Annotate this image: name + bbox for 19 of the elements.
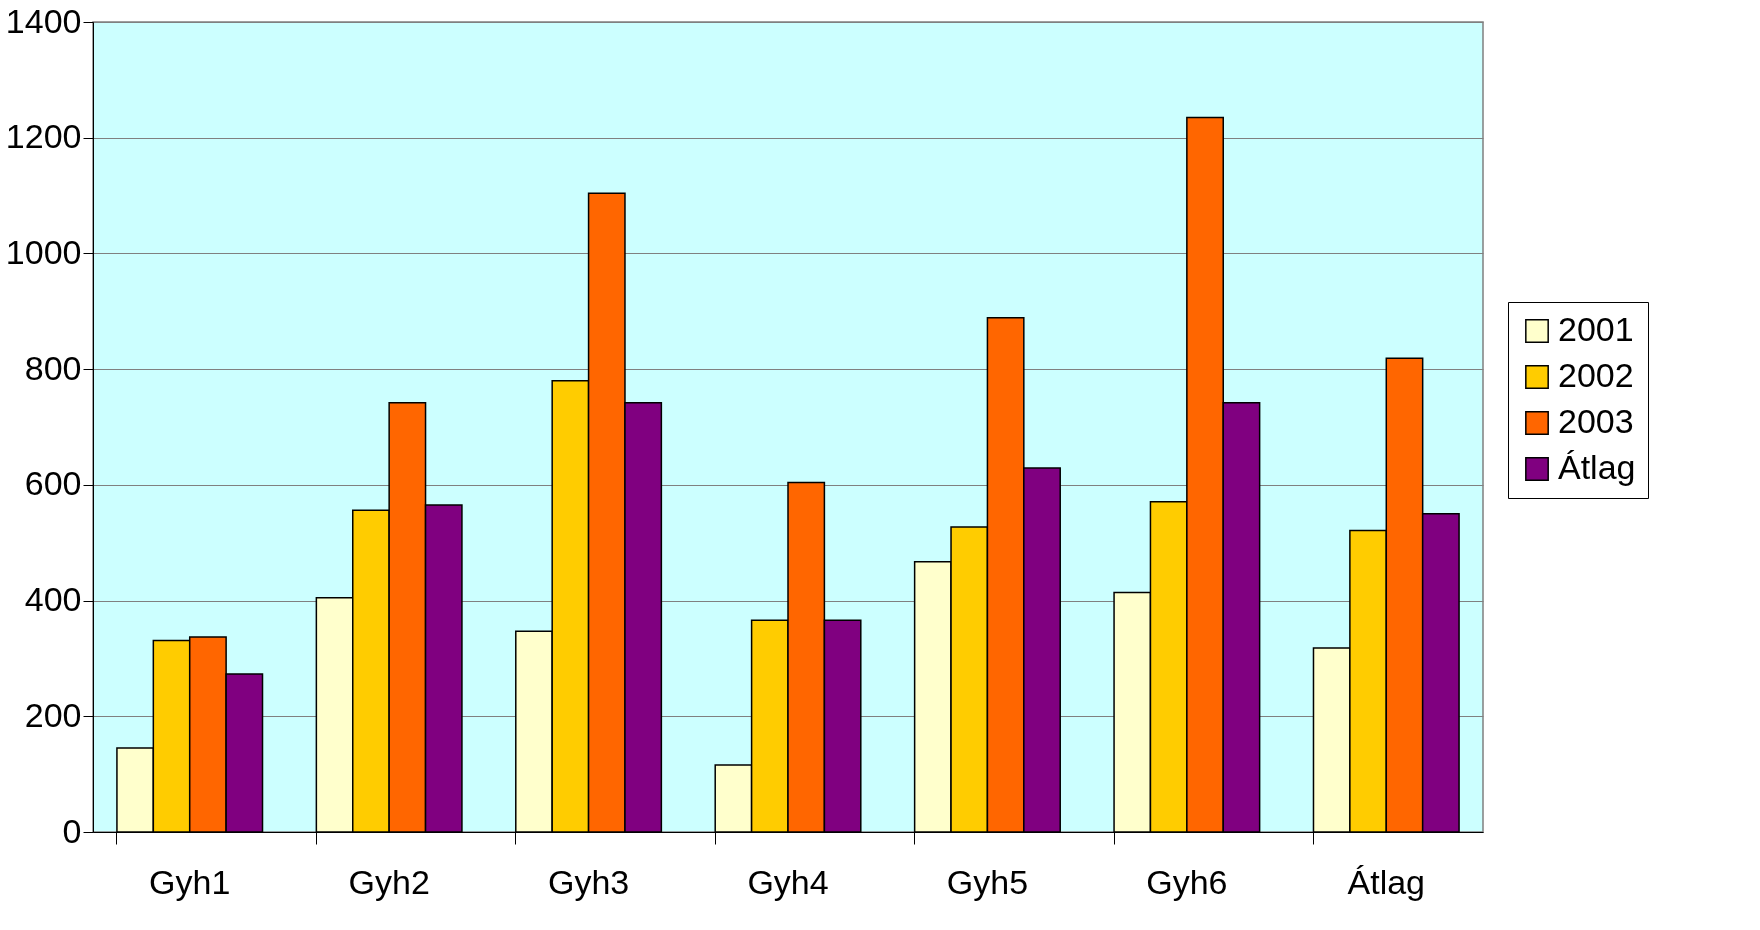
- x-tick-label: Gyh2: [348, 862, 430, 901]
- legend-label: 2002: [1558, 356, 1634, 394]
- y-tick-label: 600: [24, 464, 82, 503]
- y-tick-label: 200: [24, 695, 82, 734]
- x-tick-label: Gyh3: [547, 862, 630, 901]
- y-tick-label: 1200: [5, 117, 82, 156]
- x-tick-label: Átlag: [1347, 862, 1426, 901]
- x-tick-label: Gyh6: [1146, 862, 1228, 901]
- y-tick-label: 0: [62, 811, 82, 850]
- y-tick-label: 400: [24, 580, 82, 619]
- y-tick-label: 1400: [5, 1, 82, 40]
- x-tick-label: Gyh1: [149, 862, 231, 901]
- legend-label: Átlag: [1558, 448, 1636, 486]
- legend-label: 2001: [1558, 310, 1634, 348]
- y-tick-label: 1000: [5, 232, 82, 271]
- x-tick-label: Gyh4: [747, 862, 829, 901]
- y-tick-label: 800: [24, 348, 82, 387]
- legend-label: 2003: [1558, 402, 1634, 440]
- x-tick-label: Gyh5: [946, 862, 1029, 901]
